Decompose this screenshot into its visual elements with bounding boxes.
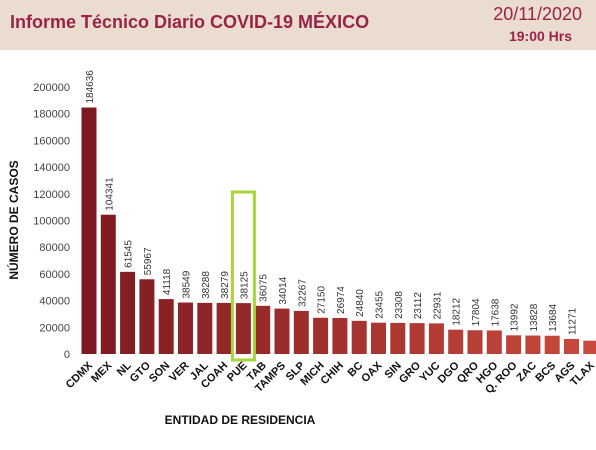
highlight-box (230, 190, 256, 362)
report-header: Informe Técnico Diario COVID-19 MÉXICO 2… (0, 0, 596, 50)
x-tick-label: OAX (359, 359, 385, 385)
bar (158, 299, 174, 354)
bar-value-label: 41118 (162, 268, 173, 295)
bar-value-label: 55967 (143, 247, 154, 275)
bar (332, 317, 348, 354)
bar (197, 302, 213, 354)
x-tick-label: VER (167, 360, 192, 385)
bar-value-label: 36075 (259, 274, 270, 302)
bar (216, 302, 232, 354)
bar-value-label: 17804 (471, 298, 482, 326)
bar-value-label: 23112 (413, 292, 424, 320)
y-axis: 0 20000 40000 60000 80000 100000 120000 140000 1… (33, 82, 70, 361)
y-tick-label: 0 (64, 349, 70, 361)
y-tick-label: 60000 (39, 269, 70, 281)
bar-value-label: 17638 (490, 298, 501, 326)
bar (255, 305, 271, 354)
bar-value-label: 38288 (201, 271, 212, 299)
bar (351, 320, 367, 354)
x-tick-label: GTO (128, 359, 154, 385)
bar-value-label: 13684 (548, 303, 559, 331)
y-tick-label: 140000 (33, 162, 70, 174)
bar (486, 330, 502, 354)
bar-value-label: 26974 (336, 286, 347, 314)
x-tick-label: CHIH (319, 360, 347, 388)
bar-value-label: 61545 (124, 240, 135, 268)
bar (313, 317, 329, 354)
value-labels: 184636 104341 61545 55967 41118 38549 38288 382… (85, 70, 579, 335)
bar (525, 335, 541, 354)
bar-value-label: 38125 (239, 271, 250, 299)
y-tick-label: 20000 (39, 322, 70, 334)
bar-value-label: 104341 (104, 177, 115, 211)
report-date: 20/11/2020 (493, 4, 582, 24)
x-axis-title: ENTIDAD DE RESIDENCIA (165, 413, 316, 427)
bar-value-label: 27150 (317, 286, 328, 314)
bar (390, 322, 406, 354)
bar (100, 214, 116, 354)
bar (274, 308, 290, 354)
bar (120, 271, 136, 354)
y-tick-label: 80000 (39, 242, 70, 254)
y-axis-title: NÚMERO DE CASOS (6, 160, 21, 279)
bar-value-label: 38279 (220, 271, 231, 299)
bar (506, 335, 522, 354)
bar (583, 340, 596, 354)
bar-value-label: 22931 (432, 291, 443, 319)
x-tick-label: MEX (89, 359, 115, 385)
y-tick-label: 160000 (33, 135, 70, 147)
bar (81, 107, 97, 354)
y-tick-label: 40000 (39, 296, 70, 308)
y-tick-label: 200000 (33, 82, 70, 94)
bar (428, 323, 444, 354)
bar-value-label: 32267 (297, 279, 308, 307)
bar (467, 330, 483, 354)
bar (235, 303, 251, 354)
bar-value-label: 34014 (278, 276, 289, 304)
bar-value-label: 38549 (182, 270, 193, 298)
bar-value-label: 184636 (85, 70, 96, 104)
x-tick-label: ZAC (515, 360, 540, 385)
bar (564, 338, 579, 354)
bar-value-label: 23455 (375, 290, 386, 318)
report-time: 19:00 Hrs (508, 28, 572, 44)
y-tick-label: 100000 (33, 216, 70, 228)
bar (448, 329, 464, 354)
bar-value-label: 13992 (510, 303, 521, 331)
x-tick-label: SON (147, 360, 172, 385)
x-tick-label: GRO (397, 359, 424, 386)
bar (178, 302, 193, 354)
bar (544, 335, 560, 354)
bar-value-label: 13828 (529, 303, 540, 331)
bar-value-label: 23308 (394, 291, 405, 319)
bar (293, 310, 309, 354)
y-tick-label: 120000 (33, 189, 70, 201)
bar (409, 323, 425, 354)
report-title: Informe Técnico Diario COVID-19 MÉXICO (10, 12, 370, 32)
bar (371, 322, 386, 354)
bar (139, 279, 155, 354)
y-tick-label: 180000 (33, 109, 70, 121)
x-tick-label: PUE (225, 360, 249, 384)
bars (81, 107, 596, 354)
bar-value-label: 18212 (452, 297, 463, 325)
bar-value-label: 24840 (355, 289, 366, 317)
bar-value-label: 11271 (568, 307, 579, 335)
x-tick-label: BCS (533, 360, 558, 385)
